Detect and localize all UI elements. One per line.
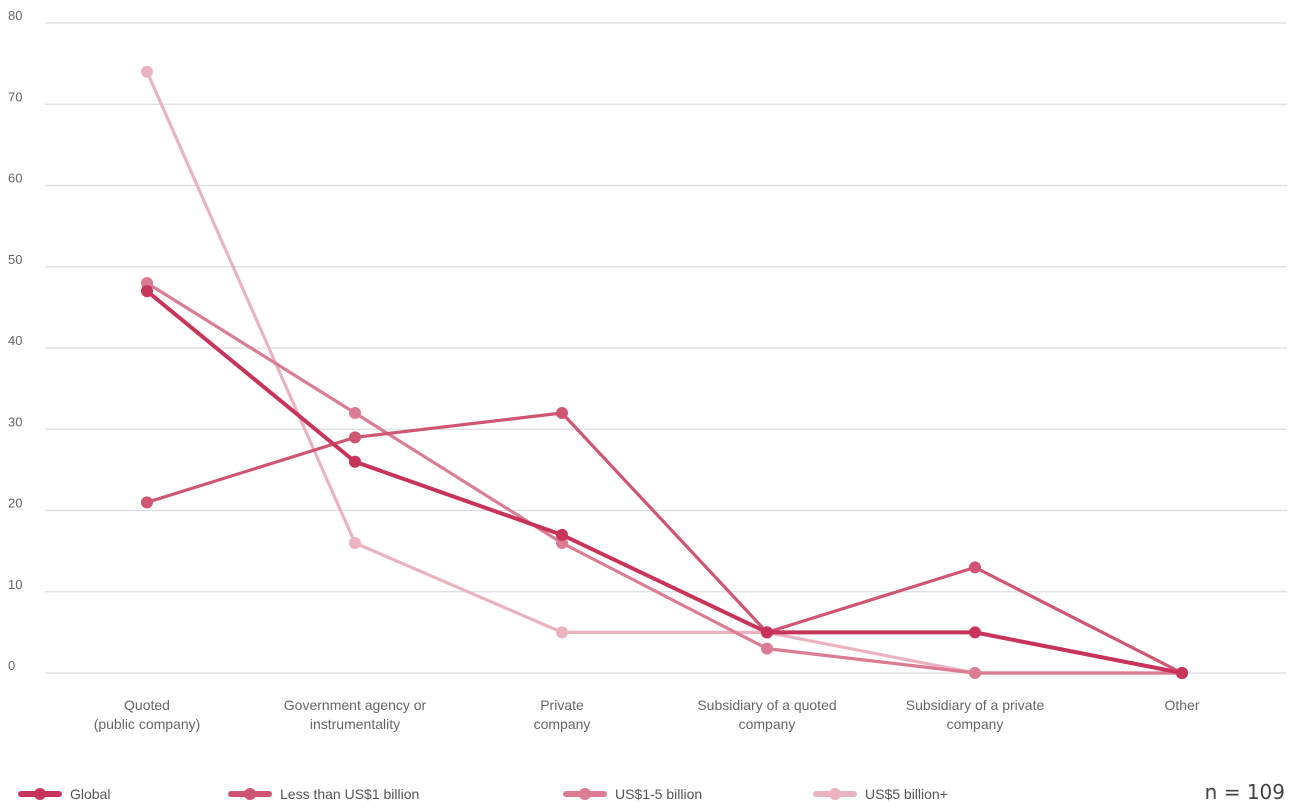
y-tick-label-40: 40 (8, 333, 22, 348)
data-point-0-5 (1176, 667, 1188, 679)
data-point-0-0 (141, 285, 153, 298)
data-point-3-0 (141, 65, 153, 78)
data-point-1-2 (556, 407, 568, 419)
legend-label-global: Global (70, 786, 111, 802)
x-category-label-4: Subsidiary of a private company (906, 697, 1045, 732)
legend-swatch-less-than-1b (228, 788, 272, 800)
y-tick-label-20: 20 (8, 496, 22, 511)
legend-item-1-5b: US$1-5 billion (563, 786, 702, 802)
series-layer (141, 65, 1188, 679)
legend-label-less-than-1b: Less than US$1 billion (280, 786, 420, 802)
data-point-0-1 (349, 455, 361, 468)
series-2 (141, 277, 1188, 679)
y-tick-label-60: 60 (8, 171, 22, 186)
y-tick-label-0: 0 (8, 658, 15, 673)
sample-size-note: n = 109 (1204, 780, 1285, 804)
legend: Global Less than US$1 billion US$1-5 bil… (0, 786, 1297, 812)
x-category-label-0: Quoted (public company) (94, 697, 201, 732)
series-line-2 (145, 281, 1184, 675)
data-point-2-4 (969, 667, 981, 679)
x-axis: Quoted (public company) Government agency … (94, 697, 1200, 732)
x-category-label-5: Other (1164, 697, 1199, 713)
data-point-1-4 (969, 561, 981, 574)
y-tick-label-50: 50 (8, 252, 22, 267)
legend-item-less-than-1b: Less than US$1 billion (228, 786, 419, 802)
series-line-0 (145, 289, 1184, 675)
legend-label-1-5b: US$1-5 billion (615, 786, 703, 802)
data-point-0-4 (969, 626, 981, 639)
series-line-1 (145, 411, 1184, 675)
y-tick-label-10: 10 (8, 577, 22, 592)
x-category-label-1: Government agency or instrumentality (284, 697, 427, 732)
series-3 (141, 65, 1188, 679)
legend-item-global: Global (18, 786, 110, 802)
x-category-label-2: Private company (534, 697, 591, 732)
legend-swatch-5b-plus (813, 788, 857, 800)
x-category-label-3: Subsidiary of a quoted company (697, 697, 836, 732)
y-tick-label-80: 80 (8, 8, 22, 23)
series-1 (141, 407, 1188, 679)
line-chart: 0 10 20 30 40 50 60 70 80 Quoted (public company)… (8, 8, 1287, 732)
y-tick-label-30: 30 (8, 414, 22, 429)
data-point-2-3 (761, 642, 773, 655)
legend-label-5b-plus: US$5 billion+ (865, 786, 948, 802)
y-tick-label-70: 70 (8, 89, 22, 104)
data-point-1-0 (141, 496, 153, 509)
gridlines (45, 22, 1287, 674)
legend-swatch-global (18, 788, 62, 800)
series-0 (141, 285, 1188, 679)
data-point-3-1 (349, 537, 361, 549)
legend-item-5b-plus: US$5 billion+ (813, 786, 948, 802)
data-point-0-2 (556, 528, 568, 541)
data-point-1-1 (349, 431, 361, 444)
legend-swatch-1-5b (563, 788, 607, 800)
y-axis: 0 10 20 30 40 50 60 70 80 (8, 8, 22, 673)
data-point-2-1 (349, 407, 361, 419)
data-point-3-2 (556, 626, 568, 639)
data-point-0-3 (761, 626, 773, 639)
